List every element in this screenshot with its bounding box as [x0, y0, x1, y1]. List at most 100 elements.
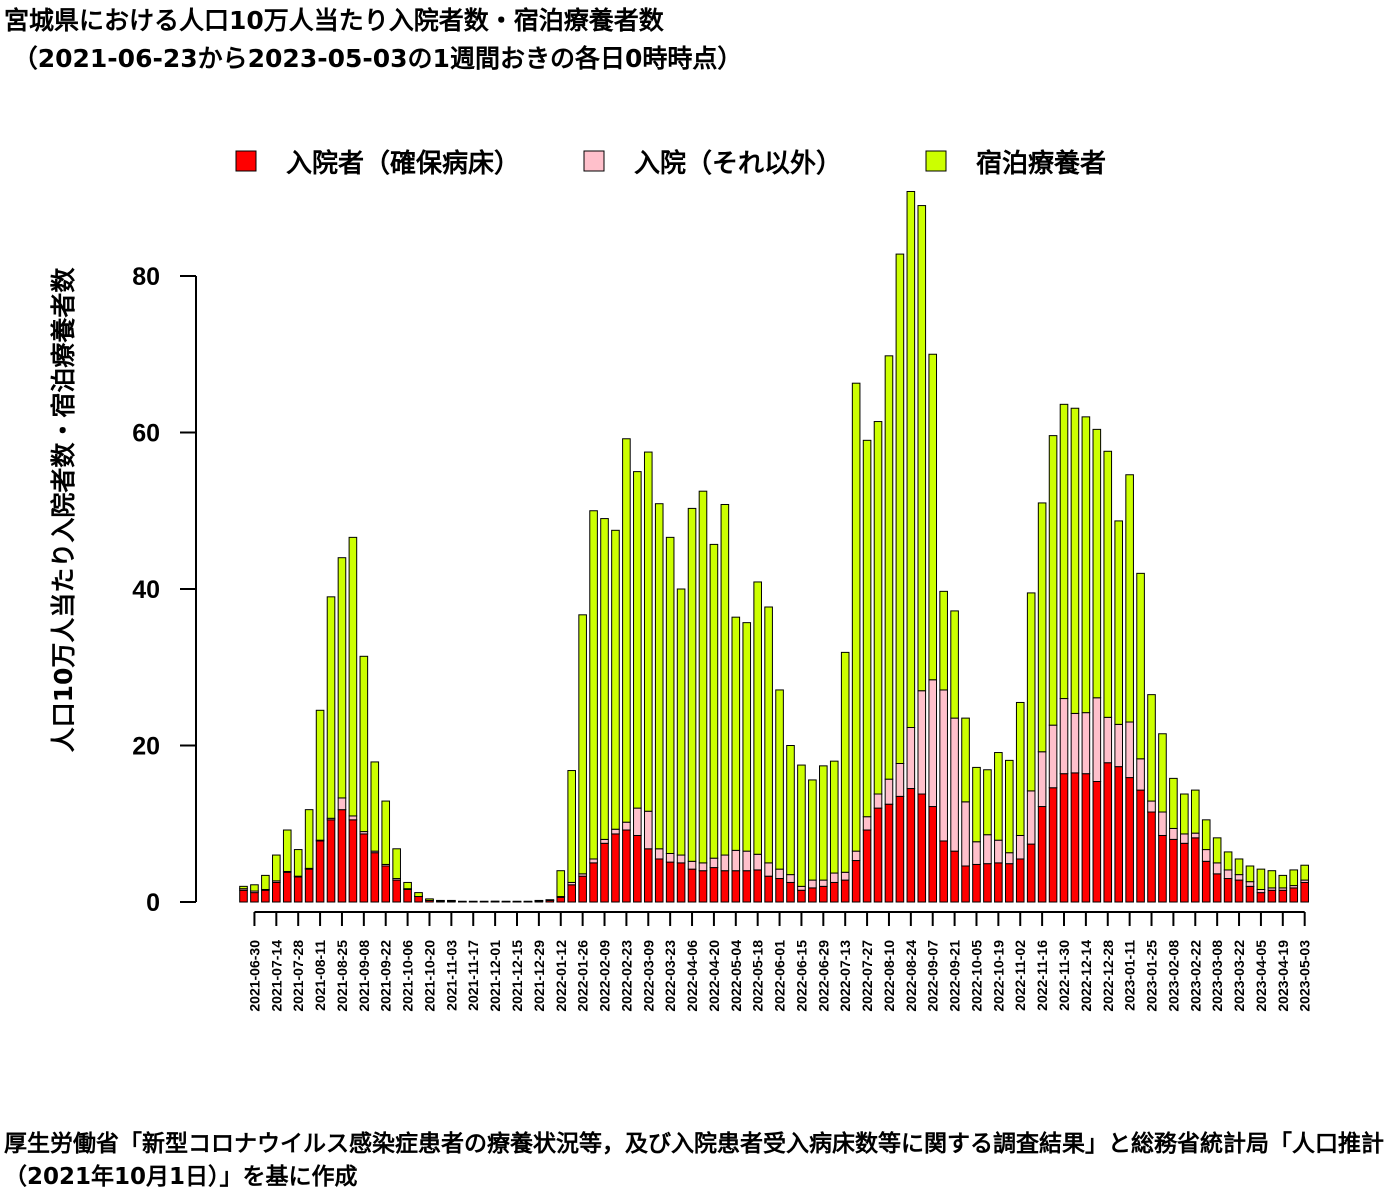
bar-segment-3	[1125, 474, 1134, 723]
x-tick-label: 2022-06-29	[815, 940, 831, 1012]
x-tick-label: 2022-08-24	[903, 940, 919, 1012]
bar-segment-3	[1037, 502, 1047, 753]
x-tick-label: 2022-07-13	[837, 940, 853, 1012]
bar-segment-2	[1158, 811, 1167, 836]
bar-segment-1	[403, 888, 412, 903]
bar-segment-3	[392, 848, 401, 880]
bar-segment-2	[1114, 723, 1124, 768]
x-tick-label: 2023-04-19	[1275, 940, 1291, 1012]
bar-segment-2	[633, 807, 642, 836]
bar-segment-3	[567, 770, 577, 883]
bar-segment-3	[1158, 733, 1167, 813]
bar-segment-2	[600, 838, 609, 844]
bar-segment-1	[983, 863, 992, 903]
bar-segment-1	[337, 809, 347, 903]
bar-segment-3	[829, 760, 839, 874]
bar-segment-1	[250, 892, 259, 903]
bar-segment-2	[939, 689, 948, 842]
bar-segment-1	[1256, 892, 1266, 903]
bar-segment-1	[1092, 781, 1102, 903]
bar-segment-3	[622, 438, 631, 823]
bar-segment-2	[1070, 712, 1080, 774]
bar-segment-2	[1234, 874, 1244, 881]
bar-segment-1	[1005, 863, 1014, 903]
bar-segment-2	[337, 797, 347, 811]
bar-segment-1	[315, 840, 325, 903]
bar-segment-1	[370, 852, 380, 903]
x-tick-label: 2022-01-12	[553, 940, 569, 1012]
bar-segment-2	[1026, 790, 1036, 845]
bar-segment-2	[1092, 697, 1102, 783]
bar-segment-1	[1180, 842, 1189, 903]
bar-segment-2	[731, 849, 741, 872]
bar-segment-2	[1103, 716, 1113, 764]
bar-segment-3	[731, 616, 741, 851]
bar-segment-1	[698, 870, 708, 903]
bar-segment-1	[589, 862, 598, 903]
bar-segment-1	[1245, 885, 1255, 903]
bar-segment-3	[983, 769, 992, 836]
bar-segment-1	[775, 878, 784, 903]
bar-segment-3	[556, 870, 566, 898]
bar-segment-2	[1212, 862, 1222, 875]
bar-segment-3	[972, 766, 981, 843]
bar-segment-2	[829, 872, 839, 883]
x-tick-label: 2021-11-17	[465, 940, 481, 1011]
bar-segment-3	[1289, 869, 1299, 887]
x-tick-label: 2022-03-23	[662, 940, 678, 1012]
bar-segment-2	[1169, 827, 1178, 840]
bar-segment-1	[906, 788, 916, 903]
bar-segment-1	[808, 887, 817, 903]
bar-segment-2	[928, 679, 938, 808]
x-tick-label: 2021-09-08	[356, 940, 372, 1012]
bar-segment-1	[862, 829, 872, 903]
bar-segment-3	[589, 510, 598, 860]
bar-segment-3	[742, 622, 752, 852]
bar-segment-3	[545, 899, 555, 901]
bar-segment-1	[742, 870, 752, 903]
bar-segment-1	[304, 868, 314, 903]
bar-segment-1	[1125, 777, 1134, 903]
x-tick-label: 2022-09-21	[947, 940, 963, 1012]
bar-segment-1	[600, 842, 609, 903]
bar-segment-3	[994, 752, 1003, 841]
x-tick-label: 2021-08-11	[312, 940, 328, 1011]
x-tick-label: 2023-01-25	[1144, 940, 1160, 1012]
bar-segment-1	[665, 861, 675, 903]
bar-segment-1	[753, 869, 762, 903]
x-tick-label: 2023-02-08	[1165, 940, 1181, 1012]
bar-segment-1	[1300, 881, 1309, 903]
bar-segment-1	[381, 865, 391, 903]
bar-segment-1	[272, 881, 281, 903]
bar-segment-1	[873, 807, 883, 903]
bar-segment-1	[840, 879, 850, 903]
bar-segment-1	[326, 819, 336, 903]
bar-segment-3	[939, 590, 948, 691]
bar-segment-3	[1180, 793, 1189, 835]
bar-segment-1	[414, 896, 423, 903]
bar-segment-2	[917, 690, 927, 795]
legend-label: 入院者（確保病床）	[286, 148, 520, 179]
bar-segment-1	[1201, 860, 1211, 903]
bar-segment-2	[906, 727, 916, 790]
bar-segment-1	[348, 819, 358, 903]
bar-segment-2	[665, 852, 675, 863]
bar-segment-1	[622, 829, 631, 903]
bar-segment-3	[512, 900, 522, 903]
bar-segment-3	[797, 764, 806, 887]
bar-segment-3	[1190, 789, 1200, 834]
bar-segment-3	[1070, 407, 1080, 714]
x-tick-label: 2022-07-27	[859, 940, 875, 1012]
bar-segment-2	[797, 885, 806, 891]
bar-segment-3	[654, 503, 664, 850]
bar-segment-2	[840, 871, 850, 881]
bar-segment-3	[906, 190, 916, 729]
x-tick-label: 2022-06-15	[793, 940, 809, 1012]
x-tick-label: 2023-04-05	[1253, 940, 1269, 1012]
bar-segment-2	[884, 778, 894, 805]
x-tick-label: 2021-08-25	[334, 940, 350, 1012]
x-tick-label: 2022-02-09	[597, 940, 613, 1012]
bar-segment-3	[600, 518, 609, 840]
bar-segment-1	[567, 884, 577, 903]
bar-segment-2	[348, 815, 358, 821]
